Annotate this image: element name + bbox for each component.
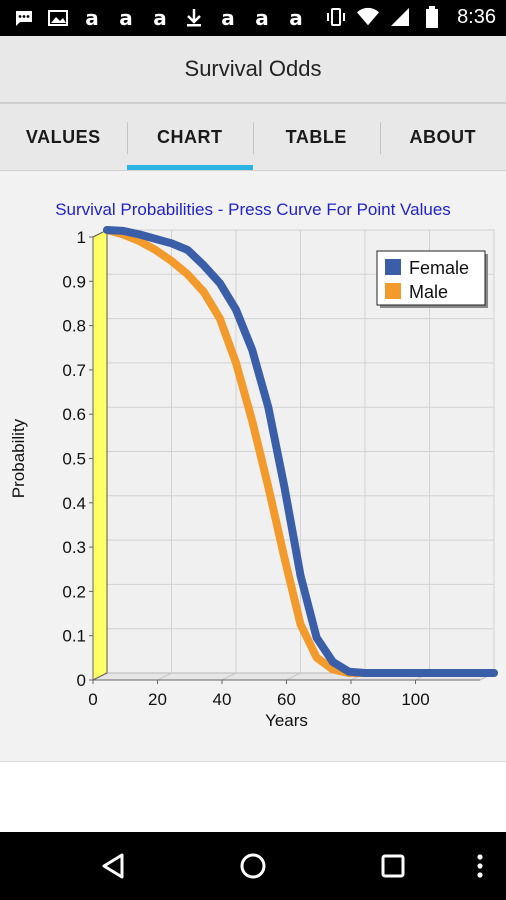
x-tick-label: 20 [148,690,167,709]
chart-title: Survival Probabilities - Press Curve For… [55,200,451,219]
amazon-icon: a [153,6,167,30]
y-tick-label: 0 [77,671,86,690]
floor-gridline [157,672,172,681]
x-tick-label: 80 [342,690,361,709]
vibrate-icon [325,5,347,29]
tab-label: CHART [157,126,223,147]
survival-chart[interactable]: 0 0.1 0.2 0.3 0.4 0.5 0.6 0.7 0.8 0.9 1 0 20 40 60 80 10… [0,171,506,761]
floor-gridline [286,672,301,681]
tab-about[interactable]: ABOUT [379,104,506,170]
plot-left-wall [92,229,108,681]
amazon-icon: a [289,6,303,30]
x-tick-label: 100 [401,690,429,709]
download-icon [182,6,206,30]
recents-icon[interactable] [368,841,418,891]
status-bar: a a a a a a 8:36 [0,0,506,36]
y-tick-label: 1 [77,228,86,247]
more-icon[interactable] [455,841,505,891]
x-axis-label: Years [265,711,308,730]
tab-chart[interactable]: CHART [126,104,254,170]
app-title: Survival Odds [184,56,322,81]
tab-label: VALUES [25,126,101,147]
y-tick-label: 0.6 [62,405,86,424]
legend-swatch-male [385,283,401,299]
tab-bar: VALUES CHART TABLE ABOUT [0,104,506,171]
y-tick-label: 0.3 [62,538,86,557]
y-axis-label: Probability [9,418,28,498]
x-tick-label: 60 [277,690,296,709]
y-tick-label: 0.7 [62,361,86,380]
legend-label-female: Female [409,258,469,278]
y-tick-label: 0.8 [62,317,86,336]
legend-swatch-female [385,259,401,275]
tab-label: ABOUT [409,126,476,147]
signal-icon [389,5,411,29]
home-icon[interactable] [228,841,278,891]
x-tick-label: 0 [88,690,97,709]
message-icon [12,6,36,30]
y-tick-label: 0.5 [62,450,86,469]
system-icons: 8:36 [325,5,496,29]
wifi-icon [357,5,380,29]
clock: 8:36 [457,5,496,28]
back-icon[interactable] [88,841,138,891]
tab-label: TABLE [285,126,347,147]
amazon-icon: a [255,6,269,30]
amazon-icon: a [221,6,235,30]
battery-icon [421,5,443,29]
app-title-bar: Survival Odds [0,36,506,104]
series-line-female[interactable] [103,226,498,677]
y-tick-label: 0.4 [62,494,86,513]
x-tick-label: 40 [213,690,232,709]
y-tick-label: 0.2 [62,582,86,601]
navigation-bar [0,832,506,900]
amazon-icon: a [119,6,133,30]
legend-label-male: Male [409,282,448,302]
floor-gridline [221,672,237,681]
tab-table[interactable]: TABLE [253,104,380,170]
y-tick-label: 0.1 [62,627,86,646]
y-tick-label: 0.9 [62,272,86,291]
notification-icons: a a a a a a [12,6,308,30]
tab-values[interactable]: VALUES [0,104,127,170]
amazon-icon: a [85,6,99,30]
image-icon [46,6,70,30]
